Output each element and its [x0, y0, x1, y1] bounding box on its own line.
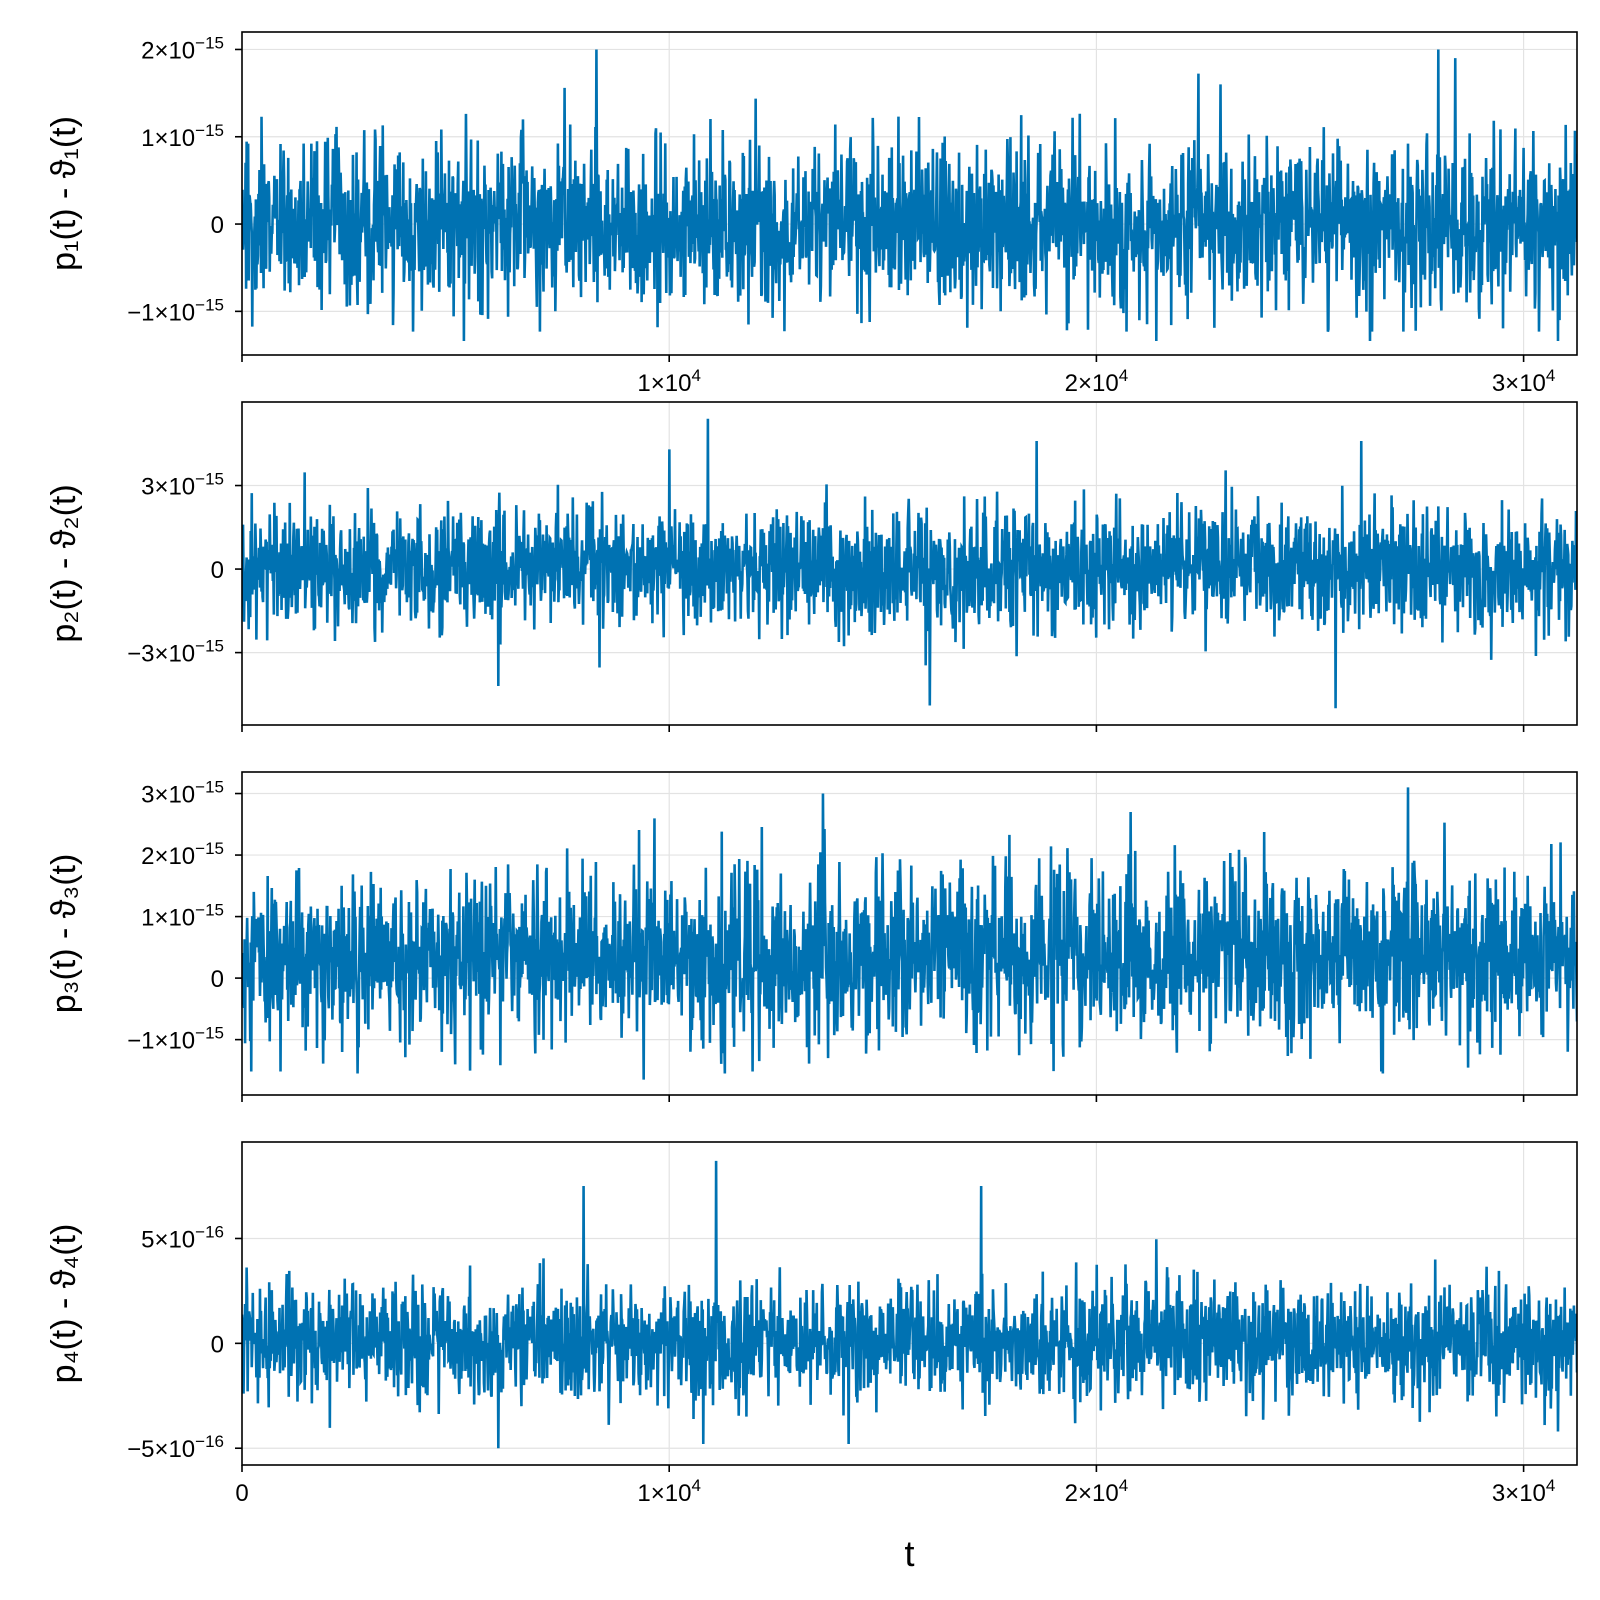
- x-tick-label: 3×104: [1492, 1476, 1556, 1507]
- y-tick-label: 2×10−15: [141, 33, 224, 64]
- y-tick-label: 0: [211, 1331, 224, 1358]
- axes-frame: [241, 401, 1578, 726]
- x-axis-label: t: [904, 1533, 914, 1574]
- x-tick-label: 1×104: [637, 366, 701, 397]
- y-tick-label: 0: [211, 212, 224, 239]
- y-tick-label: −1×10−15: [127, 295, 224, 326]
- y-tick-label: 5×10−16: [141, 1222, 224, 1253]
- y-axis-label: p₃(t) - ϑ₃(t): [45, 854, 83, 1014]
- x-tick-label: 3×104: [1492, 366, 1556, 397]
- series-line: [242, 418, 1577, 709]
- y-axis-label: p₂(t) - ϑ₂(t): [45, 484, 83, 642]
- series-line: [242, 1160, 1577, 1449]
- y-tick-label: −1×10−15: [127, 1024, 224, 1055]
- y-axis-label: p₄(t) - ϑ₄(t): [45, 1224, 83, 1384]
- panel-1: 1×104 2×104 3×104 2×10−15 1×10−15 0 −1×10−15 p₁…: [45, 31, 1578, 397]
- y-tick-label: 1×10−15: [141, 121, 224, 152]
- panel-4: 0 1×104 2×104 3×104 5×10−16 0 −5×10−16 p₄(t) - …: [45, 1141, 1578, 1574]
- series-line: [242, 49, 1577, 342]
- y-tick-label: 0: [211, 966, 224, 993]
- axes-frame: [241, 771, 1578, 1096]
- series-line: [242, 787, 1577, 1080]
- x-tick-label: 2×104: [1065, 1476, 1129, 1507]
- panel-3: 3×10−15 2×10−15 1×10−15 0 −1×10−15 p₃(t) - ϑ₃…: [45, 771, 1578, 1102]
- y-axis-label: p₁(t) - ϑ₁(t): [45, 116, 83, 271]
- x-tick-label: 0: [235, 1480, 248, 1507]
- y-tick-label: 1×10−15: [141, 901, 224, 932]
- x-tick-label: 1×104: [637, 1476, 701, 1507]
- y-tick-label: −3×10−15: [127, 637, 224, 668]
- panel-2: 3×10−15 0 −3×10−15 p₂(t) - ϑ₂(t): [45, 401, 1578, 732]
- y-tick-label: 3×10−15: [141, 778, 224, 809]
- axes-frame: [241, 1141, 1578, 1466]
- y-tick-label: −5×10−16: [127, 1432, 224, 1463]
- x-tick-label: 2×104: [1065, 366, 1129, 397]
- y-tick-label: 3×10−15: [141, 470, 224, 501]
- y-tick-label: 0: [211, 557, 224, 584]
- y-tick-label: 2×10−15: [141, 839, 224, 870]
- axes-frame: [241, 31, 1578, 356]
